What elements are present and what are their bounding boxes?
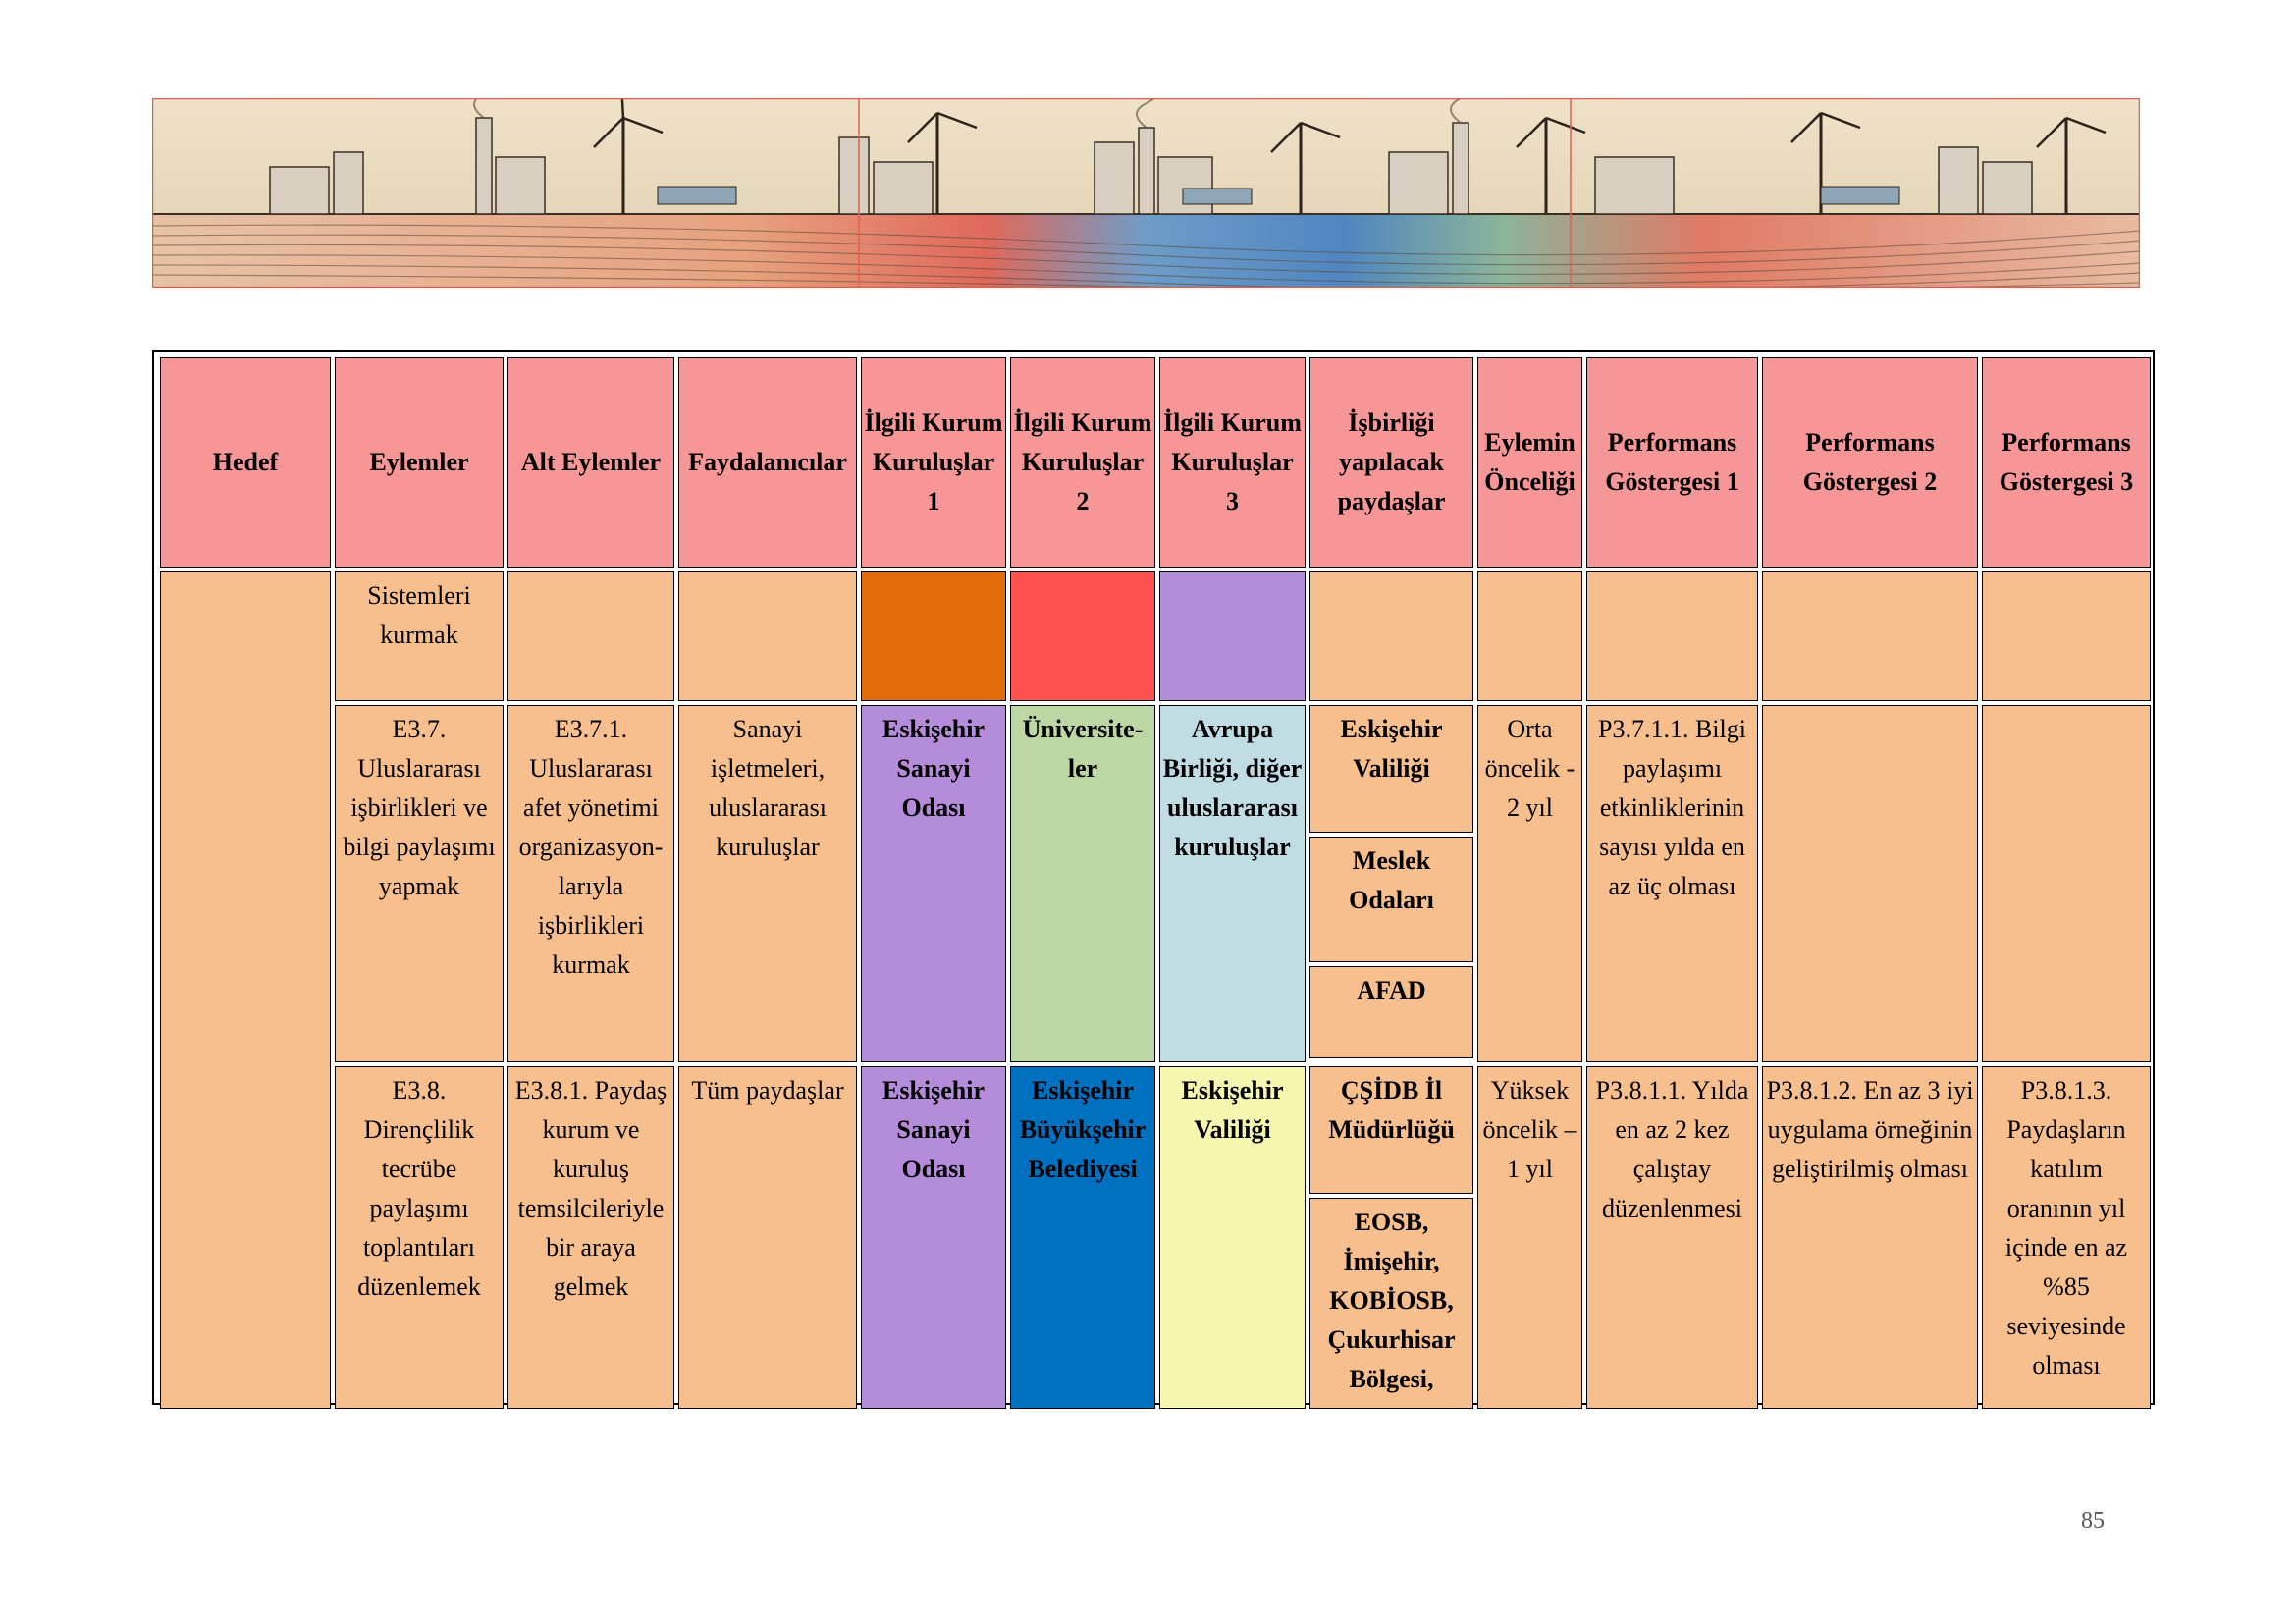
- kurum-2-cell: Eskişehir Büyükşehir Belediyesi: [1010, 1066, 1155, 1409]
- header-row: Hedef Eylemler Alt Eylemler Faydalanıcıl…: [160, 357, 2151, 568]
- pg-1-cell: P3.8.1.1. Yılda en az 2 kez çalıştay düz…: [1586, 1066, 1758, 1409]
- table-row-continued: Meslek Odaları AFAD: [160, 837, 2151, 1062]
- kurum-3-cell: Eskişehir Valiliği: [1159, 1066, 1306, 1409]
- pg-1-cell: [1586, 571, 1758, 701]
- eylem-cell: E3.8. Dirençlilik tecrübe paylaşımı topl…: [335, 1066, 504, 1409]
- paydas-cell: Eskişehir Valiliği: [1309, 705, 1473, 833]
- pg-1-cell: P3.7.1.1. Bilgi paylaşımı etkinliklerini…: [1586, 705, 1758, 1062]
- pg-3-cell: [1982, 705, 2151, 1062]
- header-faydalanicilar: Faydalanıcılar: [678, 357, 857, 568]
- paydas-cell: EOSB, İmişehir, KOBİOSB, Çukurhisar Bölg…: [1309, 1198, 1473, 1409]
- pg-3-cell: P3.8.1.3. Paydaşların katılım oranının y…: [1982, 1066, 2151, 1409]
- header-kurum-1: İlgili Kurum Kuruluşlar 1: [861, 357, 1006, 568]
- table-row: E3.7. Uluslararası işbirlikleri ve bilgi…: [160, 705, 2151, 1062]
- kurum-1-cell: Eskişehir Sanayi Odası: [861, 705, 1006, 1062]
- kurum-2-cell: Üniversite-ler: [1010, 705, 1155, 1062]
- kurum-3-cell: Avrupa Birliği, diğer uluslararası kurul…: [1159, 705, 1306, 1062]
- oncelik-cell: Orta öncelik - 2 yıl: [1477, 705, 1582, 1062]
- kurum-2-cell: [1010, 571, 1155, 701]
- header-pg-3: Performans Göstergesi 3: [1982, 357, 2151, 568]
- paydas-cell: [1309, 571, 1473, 701]
- pg-2-cell: [1762, 705, 1978, 1062]
- kurum-3-cell: [1159, 571, 1306, 701]
- header-illustration: [151, 73, 2141, 292]
- page-number: 85: [2081, 1508, 2105, 1534]
- pg-2-cell: P3.8.1.2. En az 3 iyi uygulama örneğinin…: [1762, 1066, 1978, 1409]
- header-eylemler: Eylemler: [335, 357, 504, 568]
- alt-eylem-cell: [507, 571, 674, 701]
- pg-2-cell: [1762, 571, 1978, 701]
- faydalanici-cell: Tüm paydaşlar: [678, 1066, 857, 1409]
- alt-eylem-cell: E3.8.1. Paydaş kurum ve kuruluş temsilci…: [507, 1066, 674, 1409]
- header-alt-eylemler: Alt Eylemler: [507, 357, 674, 568]
- hedef-cell: [160, 571, 331, 1409]
- table-row-continued: EOSB, İmişehir, KOBİOSB, Çukurhisar Bölg…: [160, 1198, 2151, 1409]
- table-row: Sistemleri kurmak: [160, 571, 2151, 1409]
- faydalanici-cell: [678, 571, 857, 701]
- paydas-cell: ÇŞİDB İl Müdürlüğü: [1309, 1066, 1473, 1194]
- header-oncelik: Eylemin Önceliği: [1477, 357, 1582, 568]
- header-kurum-3: İlgili Kurum Kuruluşlar 3: [1159, 357, 1306, 568]
- oncelik-cell: Yüksek öncelik – 1 yıl: [1477, 1066, 1582, 1409]
- header-hedef: Hedef: [160, 357, 331, 568]
- header-isbirligi: İşbirliği yapılacak paydaşlar: [1309, 357, 1473, 568]
- header-pg-1: Performans Göstergesi 1: [1586, 357, 1758, 568]
- eylem-cell: Sistemleri kurmak: [335, 571, 504, 701]
- action-plan-table: Hedef Eylemler Alt Eylemler Faydalanıcıl…: [156, 353, 2155, 1413]
- action-plan-table-frame: Hedef Eylemler Alt Eylemler Faydalanıcıl…: [152, 350, 2155, 1409]
- kurum-1-cell: [861, 571, 1006, 701]
- header-kurum-2: İlgili Kurum Kuruluşlar 2: [1010, 357, 1155, 568]
- table-row: E3.8. Dirençlilik tecrübe paylaşımı topl…: [160, 1066, 2151, 1409]
- header-pg-2: Performans Göstergesi 2: [1762, 357, 1978, 568]
- paydas-stack: Meslek Odaları AFAD: [1309, 837, 1473, 1062]
- kurum-1-cell: Eskişehir Sanayi Odası: [861, 1066, 1006, 1409]
- pg-3-cell: [1982, 571, 2151, 701]
- paydas-meslek-odalari: Meslek Odaları: [1309, 837, 1473, 962]
- faydalanici-cell: Sanayi işletmeleri, uluslararası kuruluş…: [678, 705, 857, 1062]
- alt-eylem-cell: E3.7.1. Uluslararası afet yönetimi organ…: [507, 705, 674, 1062]
- paydas-afad: AFAD: [1309, 966, 1473, 1058]
- eylem-cell: E3.7. Uluslararası işbirlikleri ve bilgi…: [335, 705, 504, 1062]
- oncelik-cell: [1477, 571, 1582, 701]
